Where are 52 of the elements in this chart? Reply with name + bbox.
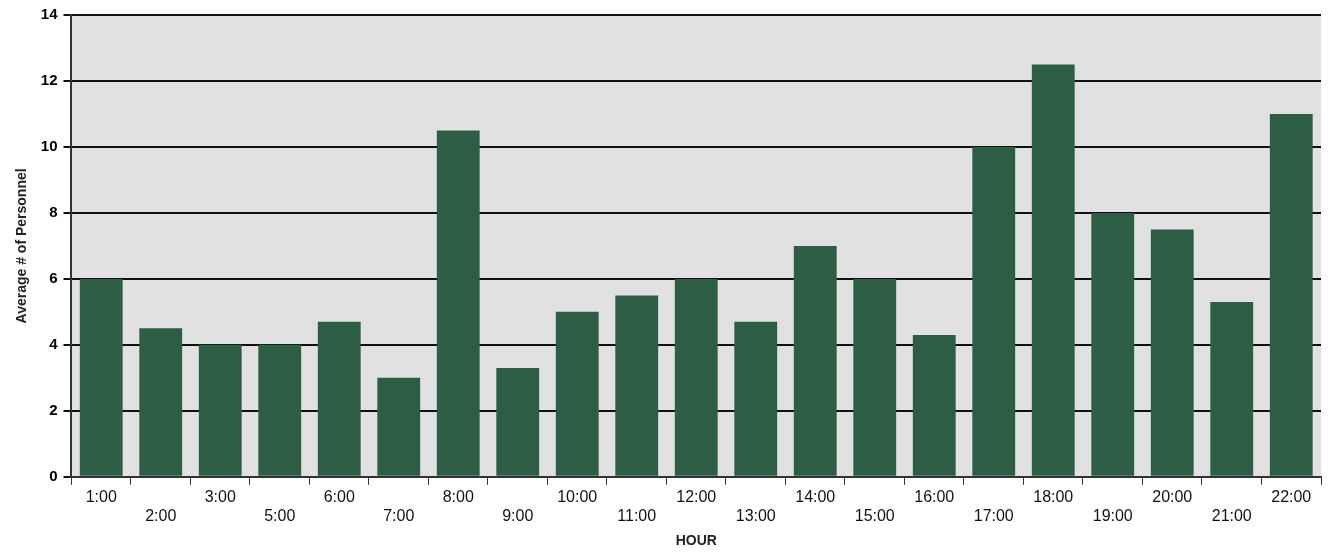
bar (317, 321, 361, 476)
x-axis-title: HOUR (675, 532, 717, 549)
bar (615, 295, 659, 476)
bar (1210, 301, 1254, 476)
y-tick-label: 14 (40, 5, 59, 23)
x-tick-label: 12:00 (676, 487, 717, 505)
bar (912, 334, 956, 476)
bar (555, 311, 599, 476)
y-tick-label: 12 (40, 71, 58, 89)
bar (793, 245, 837, 476)
x-tick-label: 22:00 (1271, 487, 1312, 505)
x-tick-label: 3:00 (204, 487, 236, 505)
y-tick-label: 6 (49, 269, 58, 287)
x-tick-label: 8:00 (442, 487, 474, 505)
y-tick-label: 8 (49, 203, 58, 221)
x-tick-label: 21:00 (1211, 507, 1252, 525)
x-tick-label: 2:00 (145, 507, 177, 525)
x-tick-label: 13:00 (735, 507, 776, 525)
bar (734, 321, 778, 476)
y-axis-title: Average # of Personnel (13, 168, 30, 324)
bar (972, 146, 1016, 476)
bar (139, 328, 183, 476)
bar (1269, 113, 1313, 476)
bar (198, 344, 242, 476)
bar (258, 344, 302, 476)
y-tick-label: 2 (49, 400, 58, 418)
bar (853, 278, 897, 476)
x-tick-label: 16:00 (914, 487, 955, 505)
x-tick-label: 17:00 (973, 507, 1014, 525)
x-tick-label: 7:00 (383, 507, 415, 525)
bar (496, 367, 540, 476)
bar (436, 130, 480, 476)
bar (79, 278, 123, 476)
bar (1031, 64, 1075, 476)
x-tick-label: 9:00 (502, 507, 534, 525)
x-tick-label: 6:00 (323, 487, 355, 505)
x-tick-label: 18:00 (1033, 487, 1074, 505)
y-tick-label: 10 (40, 137, 58, 155)
x-tick-label: 15:00 (854, 507, 895, 525)
x-tick-label: 20:00 (1152, 487, 1193, 505)
x-tick-label: 5:00 (264, 507, 296, 525)
y-tick-label: 0 (49, 466, 58, 484)
bar (1150, 229, 1194, 476)
bar (674, 278, 718, 476)
bar (1091, 212, 1135, 476)
y-tick-label: 4 (49, 335, 59, 352)
bar (377, 377, 421, 476)
x-tick-label: 14:00 (795, 487, 836, 505)
x-tick-label: 11:00 (617, 507, 657, 525)
x-tick-label: 10:00 (557, 487, 598, 505)
x-tick-label: 19:00 (1092, 507, 1133, 525)
x-tick-label: 1:00 (85, 487, 117, 505)
